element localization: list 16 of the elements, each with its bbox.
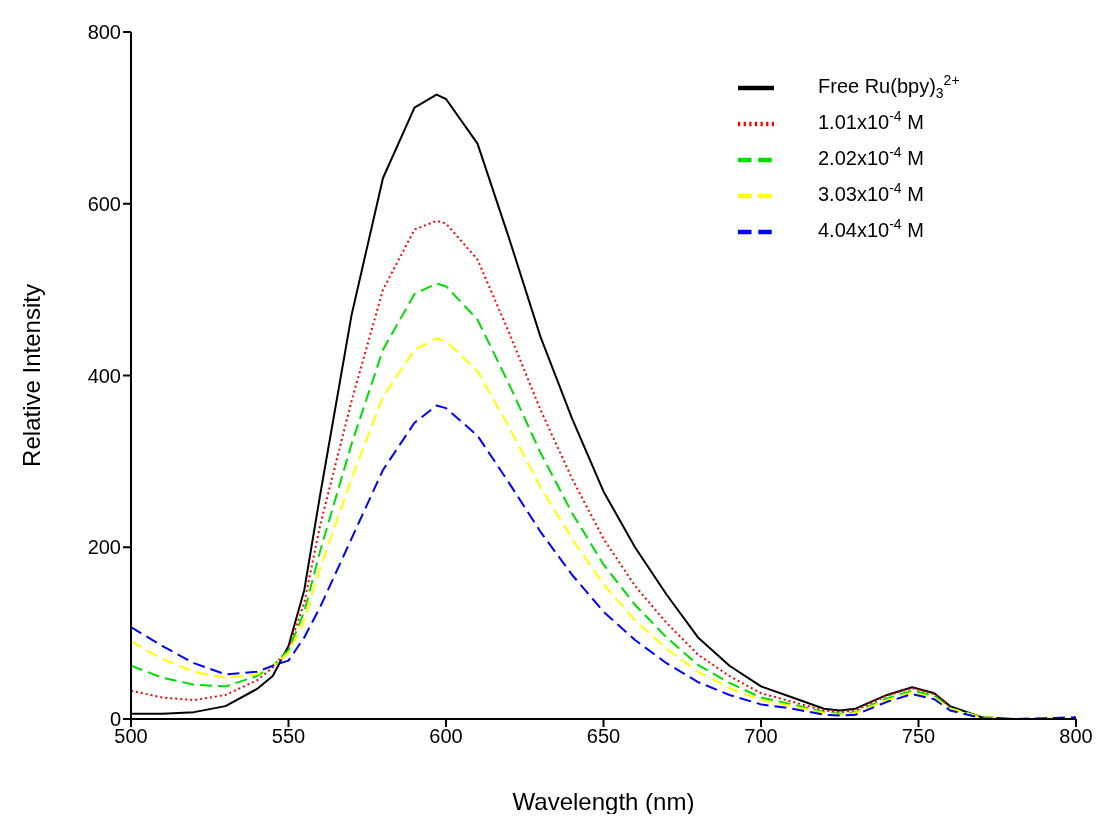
x-tick-label: 700 [744, 725, 778, 748]
x-tick-label: 600 [429, 725, 463, 748]
legend-label: 3.03x10$^{-4}$ M [818, 180, 924, 206]
x-tick-label: 800 [1059, 725, 1093, 748]
y-tick-label: 800 [87, 21, 121, 44]
legend-label: 1.01x10$^{-4}$ M [818, 108, 924, 134]
x-tick-label: 500 [114, 725, 148, 748]
legend-label: 2.02x10$^{-4}$ M [818, 144, 924, 170]
y-tick-label: 200 [87, 536, 121, 559]
x-tick-label: 650 [586, 725, 621, 748]
y-tick-label: 400 [87, 364, 121, 387]
x-tick-label: 550 [271, 725, 306, 748]
legend-label: 4.04x10$^{-4}$ M [818, 216, 924, 242]
y-axis-title: Relative Intensity [18, 284, 45, 467]
y-tick-label: 600 [87, 192, 121, 215]
x-tick-label: 750 [901, 725, 936, 748]
